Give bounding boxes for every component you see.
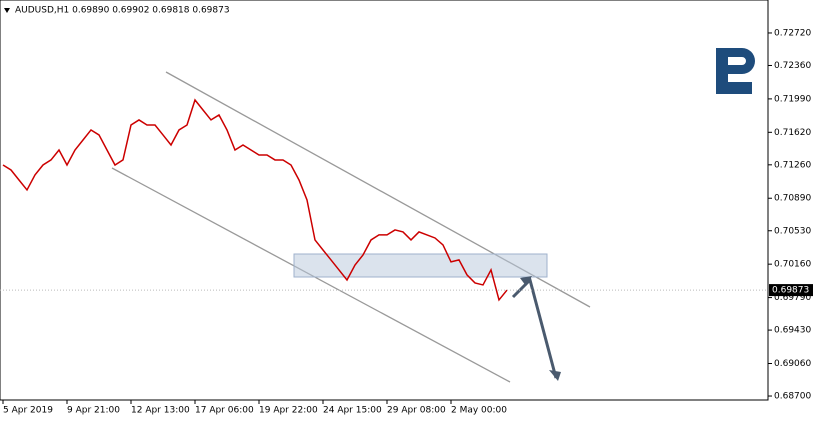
x-tick-label: 24 Apr 15:00 [323,406,382,416]
y-tick-label: 0.72720 [774,28,811,38]
y-tick-label: 0.69060 [774,359,811,369]
x-tick-label: 17 Apr 06:00 [195,406,254,416]
y-tick-label: 0.71990 [774,94,811,104]
y-tick-label: 0.71620 [774,128,811,138]
x-tick-label: 5 Apr 2019 [3,406,53,416]
y-tick-label: 0.70890 [774,194,811,204]
price-line [2,98,508,302]
y-tick-label: 0.71260 [774,160,811,170]
title-marker [4,8,10,13]
arrow-head [549,370,561,381]
x-tick-label: 29 Apr 08:00 [387,406,446,416]
plot-frame [0,0,769,401]
y-tick-label: 0.70160 [774,260,811,270]
y-tick-label: 0.72360 [774,61,811,71]
y-tick-label: 0.70530 [774,226,811,236]
logo [716,48,755,94]
x-tick-label: 12 Apr 13:00 [131,406,190,416]
arrow-head [520,276,532,286]
x-tick-label: 9 Apr 21:00 [67,406,120,416]
forecast-arrow [511,277,558,379]
last-price-label: 0.69873 [772,286,809,296]
last-price-box [769,284,813,297]
x-tick-label: 2 May 00:00 [451,406,507,416]
y-tick-label: 0.69790 [774,293,811,303]
support-zone [293,253,548,278]
y-tick-label: 0.69430 [774,326,811,336]
y-tick-label: 0.68700 [774,392,811,402]
chart-title: AUDUSD,H1 0.69890 0.69902 0.69818 0.6987… [15,6,230,16]
x-tick-label: 19 Apr 22:00 [259,406,318,416]
